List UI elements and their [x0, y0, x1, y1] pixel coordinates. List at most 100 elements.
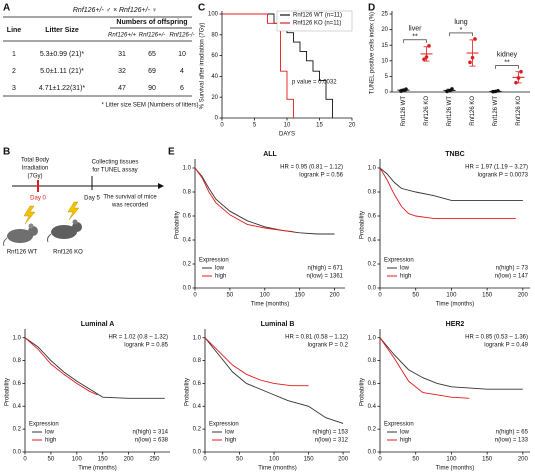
legend-label: high	[45, 438, 56, 444]
x-axis-label: Time (months)	[258, 466, 296, 472]
table-title: Rnf126+/- ♂ × Rnf126+/- ♀	[73, 7, 157, 14]
y-tick-label: 80	[211, 32, 218, 38]
subcolumn-header: Rnf126+/-	[139, 33, 166, 39]
diagram-text: (7Gy)	[28, 174, 43, 180]
y-tick-label: 100	[208, 12, 219, 18]
x-tick-label: 0	[378, 457, 382, 463]
survival-curve	[24, 337, 98, 396]
y-tick-label: 0.8	[13, 358, 22, 364]
day-label: Day 5	[84, 196, 100, 202]
annotation: logrank P = 0.2	[308, 343, 349, 349]
y-tick-label: 0	[215, 116, 219, 122]
y-tick-label: 0.4	[368, 404, 377, 410]
survival-curve	[194, 167, 335, 235]
y-tick-label: 0.8	[368, 358, 377, 364]
legend-title: Expression	[29, 422, 59, 428]
legend-label: high	[225, 438, 236, 444]
table-cell: 47	[118, 85, 126, 92]
diagram-text: Collecting tissues	[92, 160, 139, 166]
category-label: Rnf126 KO	[470, 96, 476, 126]
table-cell: 10	[178, 51, 186, 58]
x-axis-label: Time (months)	[436, 466, 474, 472]
panel-label: A	[3, 3, 10, 14]
subcolumn-header: Rnf126-/-	[169, 33, 194, 39]
y-tick-label: 0.6	[193, 381, 202, 387]
annotation: logrank P = 0.0073	[478, 173, 529, 179]
legend-label: low	[225, 430, 235, 436]
x-tick-label: 200	[124, 457, 135, 463]
y-tick-label: 0.2	[183, 262, 192, 268]
y-tick-label: 0.2	[13, 427, 22, 433]
survival-curve	[204, 337, 344, 424]
survival-curve	[379, 167, 516, 219]
annotation: HR = 0.85 (0.53 – 1.36)	[465, 335, 528, 341]
group-label: lung	[454, 19, 467, 26]
significance: **	[504, 60, 510, 67]
category-label: Rnf126 WT	[447, 96, 453, 127]
panel-label: D	[368, 3, 375, 14]
y-axis-label: TUNEL positive cells index (%)	[370, 12, 376, 94]
table-cell: 31	[118, 51, 126, 58]
x-tick-label: 200	[338, 457, 349, 463]
legend-title: Expression	[209, 422, 239, 428]
mouse-icon	[46, 219, 82, 243]
x-tick-label: 50	[227, 293, 234, 299]
legend-title: Expression	[199, 258, 229, 264]
y-tick-label: 0.0	[368, 450, 377, 456]
category-label: Rnf126 WT	[401, 96, 407, 127]
significance-bracket	[495, 65, 519, 69]
group-label: kidney	[497, 52, 518, 59]
y-tick-label: 0.6	[368, 381, 377, 387]
annotation: p value = 0.0032	[292, 80, 337, 86]
x-tick-label: 0	[220, 123, 224, 129]
mouse-icon	[2, 223, 38, 247]
annotation: HR = 1.97 (1.19 – 3.27)	[465, 165, 528, 171]
chart-title: Luminal A	[81, 321, 115, 328]
x-tick-label: 100	[260, 293, 271, 299]
survival-curve	[379, 337, 523, 390]
legend-label: low	[45, 430, 55, 436]
legend-label: Rnf126 WT (n=11)	[293, 13, 342, 19]
significance: **	[412, 34, 418, 41]
lightning-icon	[23, 205, 36, 225]
diagram: Total Body Irradiation (7Gy) Collecting …	[2, 158, 164, 256]
y-tick-label: 0.4	[183, 238, 192, 244]
chart-title: ALL	[263, 151, 277, 158]
annotation: HR = 0.95 (0.81 – 1.12)	[280, 165, 343, 171]
table-cell: 5.3±0.99 (21)*	[40, 51, 85, 58]
x-tick-label: 0	[378, 293, 382, 299]
panel-label: E	[168, 147, 175, 158]
table-cell: 3	[12, 85, 16, 92]
y-tick-label: 0.2	[193, 427, 202, 433]
y-tick-label: 0.6	[13, 381, 22, 387]
chart-title: Luminal B	[261, 321, 295, 328]
survival-curve	[194, 167, 293, 233]
diagram-text: for TUNEL assay	[92, 168, 137, 174]
table-cell: 90	[148, 85, 156, 92]
legend-label: high	[215, 274, 226, 280]
table-cell: 4	[180, 68, 184, 75]
legend-title: Expression	[384, 422, 414, 428]
x-tick-label: 100	[269, 457, 280, 463]
legend-label: low	[215, 266, 225, 272]
survival-curve	[204, 337, 309, 387]
annotation: HR = 1.02 (0.8 – 1.32)	[108, 335, 168, 341]
day-label: Day 0	[30, 196, 46, 202]
table-cell: 65	[148, 51, 156, 58]
y-tick-label: 0.4	[368, 238, 377, 244]
y-tick-label: 20	[211, 95, 218, 101]
y-axis-label: Probability	[5, 378, 11, 406]
y-tick-label: 60	[211, 53, 218, 59]
y-tick-label: 0.2	[368, 262, 377, 268]
y-tick-label: 1.0	[193, 335, 202, 341]
y-tick-label: 25	[381, 12, 388, 18]
sample-size: n(low) = 312	[315, 438, 349, 444]
lightning-icon	[67, 201, 80, 221]
survival-curve	[222, 13, 294, 118]
x-tick-label: 5	[253, 123, 257, 129]
x-tick-label: 0	[203, 457, 207, 463]
x-tick-label: 200	[518, 457, 529, 463]
y-tick-label: 0.8	[183, 190, 192, 196]
x-tick-label: 100	[446, 457, 457, 463]
